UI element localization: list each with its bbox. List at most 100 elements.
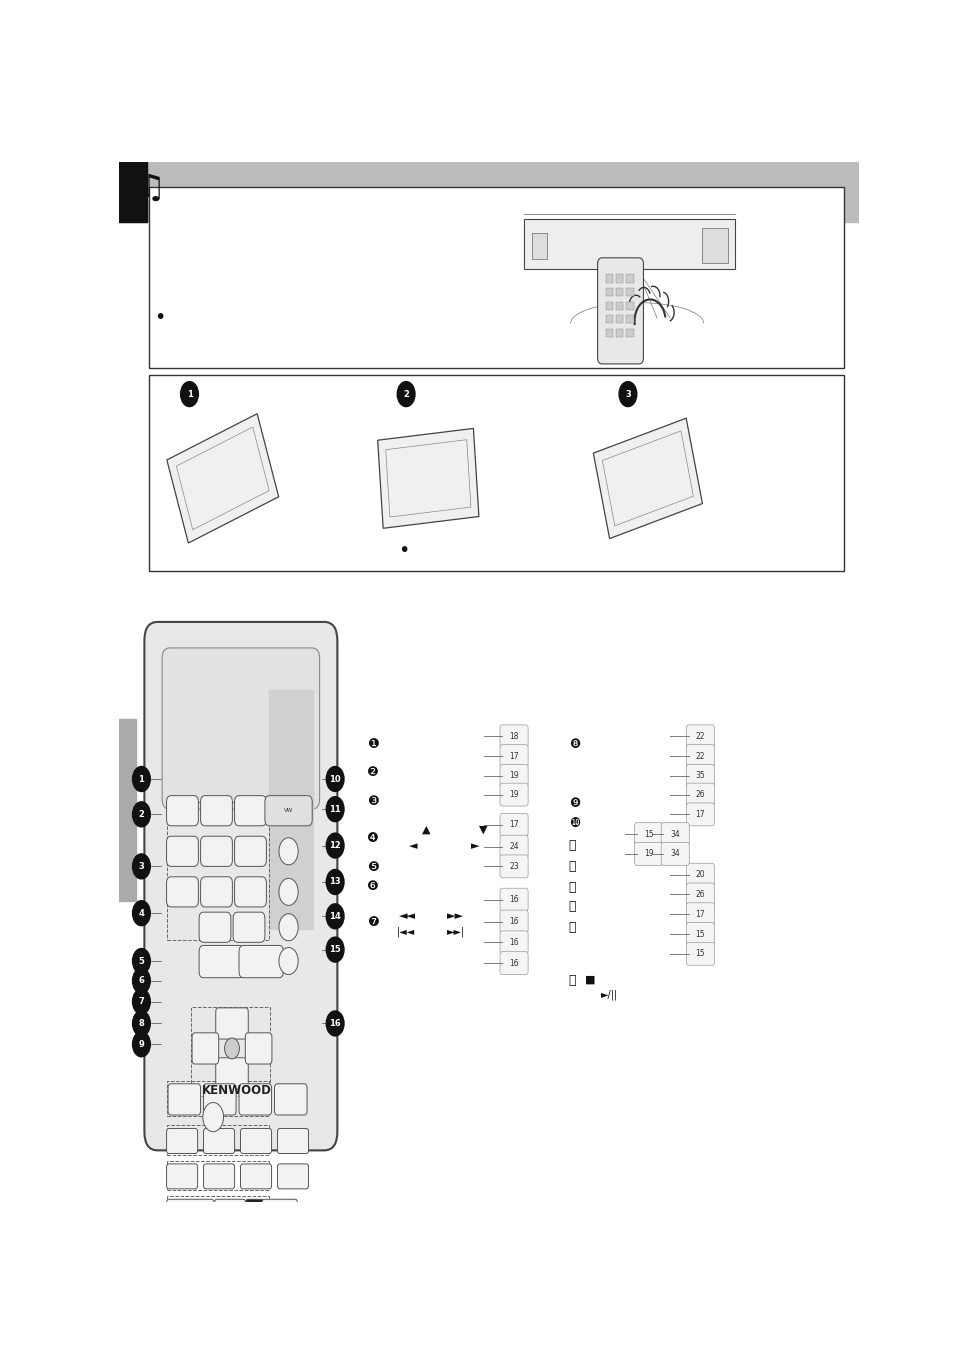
Text: 19: 19 [643, 850, 653, 858]
FancyBboxPatch shape [274, 1084, 307, 1115]
Text: 14: 14 [329, 912, 340, 921]
Circle shape [132, 989, 151, 1015]
Bar [626, 315, 633, 323]
Circle shape [132, 1011, 151, 1036]
Circle shape [278, 947, 298, 974]
FancyBboxPatch shape [200, 796, 233, 825]
FancyBboxPatch shape [199, 912, 231, 942]
Text: 22: 22 [695, 751, 704, 761]
Bar [167, 1161, 269, 1190]
Text: ❾: ❾ [568, 797, 579, 811]
Text: ❷: ❷ [367, 766, 378, 780]
Bar [616, 288, 623, 296]
FancyBboxPatch shape [167, 877, 198, 907]
Text: 16: 16 [329, 1019, 340, 1028]
Text: 19: 19 [509, 790, 518, 798]
FancyBboxPatch shape [685, 884, 714, 907]
FancyBboxPatch shape [203, 1084, 235, 1115]
FancyBboxPatch shape [245, 1032, 272, 1065]
FancyBboxPatch shape [499, 931, 528, 954]
FancyBboxPatch shape [162, 648, 319, 809]
FancyBboxPatch shape [597, 258, 642, 363]
Text: ⓮: ⓮ [568, 901, 576, 913]
FancyBboxPatch shape [685, 802, 714, 825]
Bar [269, 689, 313, 928]
Circle shape [180, 381, 198, 407]
FancyBboxPatch shape [215, 1058, 248, 1089]
FancyBboxPatch shape [199, 946, 243, 978]
Circle shape [326, 904, 344, 928]
Text: ▼: ▼ [478, 825, 487, 835]
Text: 1: 1 [138, 774, 144, 784]
Bar [616, 301, 623, 309]
Text: 18: 18 [509, 732, 518, 740]
FancyBboxPatch shape [262, 1200, 297, 1224]
Bar [616, 315, 623, 323]
Text: 5: 5 [138, 957, 144, 966]
Text: 15: 15 [695, 929, 704, 939]
FancyBboxPatch shape [200, 877, 233, 907]
Text: 16: 16 [509, 959, 518, 967]
Text: 16: 16 [509, 938, 518, 947]
Bar [119, 719, 135, 901]
FancyBboxPatch shape [200, 836, 233, 866]
Text: •: • [397, 540, 409, 559]
FancyBboxPatch shape [685, 725, 714, 748]
Text: 34: 34 [670, 830, 679, 839]
Text: ▲: ▲ [421, 825, 430, 835]
FancyBboxPatch shape [234, 836, 266, 866]
Text: ■: ■ [584, 975, 595, 985]
Bar [626, 328, 633, 336]
FancyBboxPatch shape [214, 1200, 246, 1224]
Bar [167, 802, 269, 940]
Text: ⓯: ⓯ [568, 921, 576, 935]
Bar [605, 315, 613, 323]
FancyBboxPatch shape [246, 1200, 263, 1224]
FancyBboxPatch shape [239, 946, 283, 978]
Text: 2: 2 [403, 389, 409, 399]
Text: 1: 1 [187, 389, 193, 399]
Bar [605, 328, 613, 336]
FancyBboxPatch shape [144, 621, 337, 1151]
Bar [167, 1125, 269, 1155]
FancyBboxPatch shape [685, 943, 714, 965]
Text: ❿: ❿ [568, 819, 579, 831]
Text: 34: 34 [670, 850, 679, 858]
Text: ❸: ❸ [367, 796, 378, 808]
Text: 26: 26 [695, 890, 704, 898]
Bar [616, 274, 623, 282]
Text: 10: 10 [329, 774, 340, 784]
FancyBboxPatch shape [499, 813, 528, 836]
FancyBboxPatch shape [167, 1165, 197, 1189]
Text: 24: 24 [509, 842, 518, 851]
FancyBboxPatch shape [167, 796, 198, 825]
Bar [167, 1196, 269, 1225]
Text: |◄◄: |◄◄ [396, 927, 415, 938]
FancyBboxPatch shape [499, 744, 528, 767]
Text: ❽: ❽ [568, 738, 579, 751]
Text: 20: 20 [695, 870, 704, 880]
FancyBboxPatch shape [203, 1128, 234, 1154]
Text: KENWOOD: KENWOOD [202, 1085, 272, 1097]
Text: 12: 12 [329, 842, 340, 850]
FancyBboxPatch shape [265, 796, 312, 825]
FancyBboxPatch shape [167, 836, 198, 866]
Circle shape [326, 834, 344, 858]
Bar [167, 1081, 269, 1116]
Text: 26: 26 [695, 790, 704, 798]
FancyBboxPatch shape [660, 843, 689, 866]
Bar [149, 376, 842, 571]
FancyBboxPatch shape [240, 1128, 272, 1154]
FancyBboxPatch shape [499, 911, 528, 934]
FancyBboxPatch shape [634, 823, 662, 846]
Text: 15: 15 [643, 830, 653, 839]
FancyBboxPatch shape [499, 951, 528, 974]
Circle shape [618, 381, 636, 407]
FancyBboxPatch shape [499, 725, 528, 748]
Text: ◄◄: ◄◄ [398, 912, 416, 921]
FancyBboxPatch shape [685, 784, 714, 807]
FancyBboxPatch shape [203, 1165, 234, 1189]
Bar [119, 162, 147, 223]
Circle shape [278, 913, 298, 940]
Circle shape [326, 797, 344, 821]
